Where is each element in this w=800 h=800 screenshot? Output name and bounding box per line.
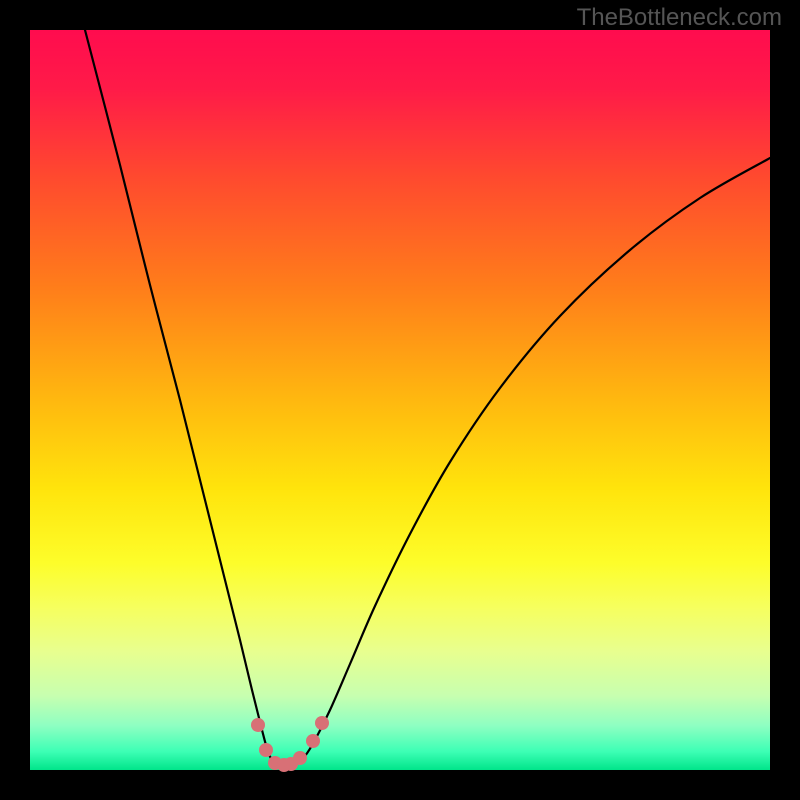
watermark-text: TheBottleneck.com	[577, 4, 782, 32]
plot-frame	[30, 30, 770, 770]
